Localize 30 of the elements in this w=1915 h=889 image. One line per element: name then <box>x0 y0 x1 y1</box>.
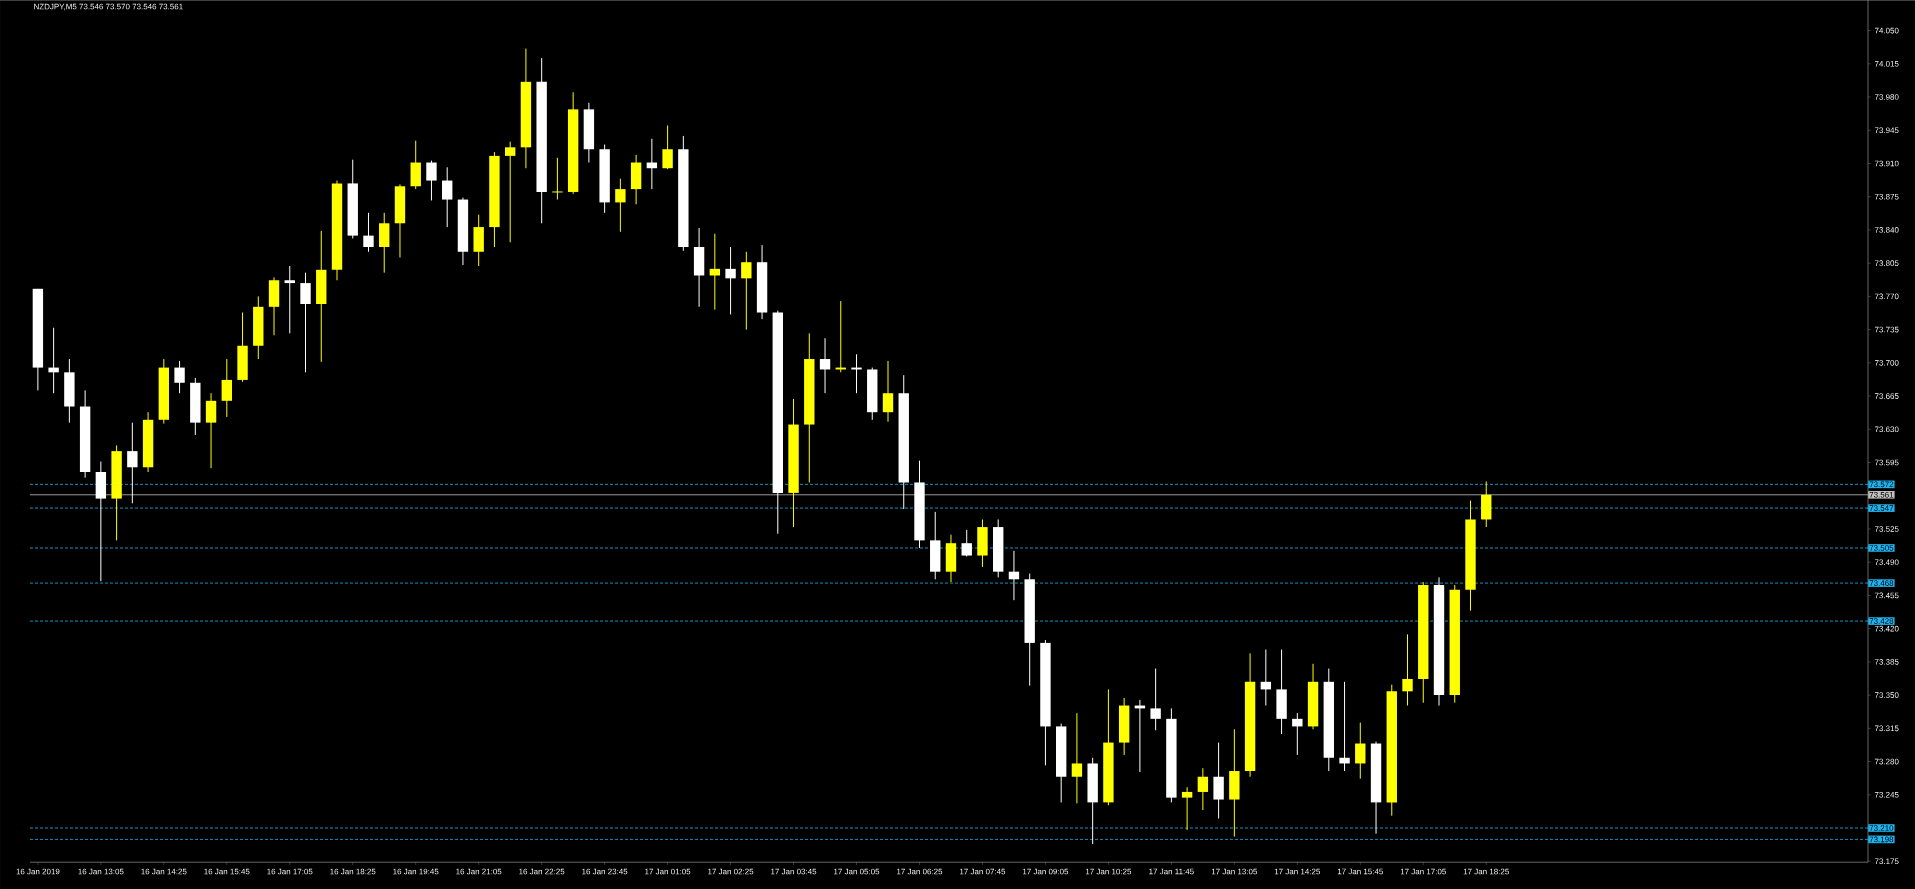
candlestick <box>1292 712 1303 756</box>
candlestick <box>174 360 185 394</box>
candlestick <box>615 178 626 233</box>
candlestick <box>504 141 516 243</box>
candlestick <box>205 392 217 469</box>
candlestick <box>1150 667 1161 731</box>
candlestick <box>1071 712 1083 804</box>
candlestick <box>284 265 295 334</box>
candlestick <box>961 529 972 557</box>
candlestick <box>741 251 752 331</box>
candlestick <box>1213 741 1224 819</box>
candlestick <box>48 327 59 394</box>
candlestick <box>1197 767 1209 811</box>
candlestick <box>426 160 437 201</box>
candlestick <box>882 360 894 423</box>
candlestick <box>410 140 421 190</box>
candlestick <box>1181 786 1193 831</box>
candlestick <box>379 212 390 274</box>
candlestick <box>300 272 311 373</box>
candlestick <box>1339 681 1350 772</box>
candlestick <box>1402 633 1413 706</box>
candlestick <box>662 124 673 170</box>
candlestick <box>819 337 831 394</box>
candlestick <box>221 358 232 418</box>
candlestick <box>127 422 138 504</box>
candlestick <box>725 246 736 315</box>
candlestick <box>1355 722 1366 780</box>
candlestick <box>363 212 374 253</box>
candlestick <box>551 157 564 200</box>
candlestick <box>442 166 453 228</box>
